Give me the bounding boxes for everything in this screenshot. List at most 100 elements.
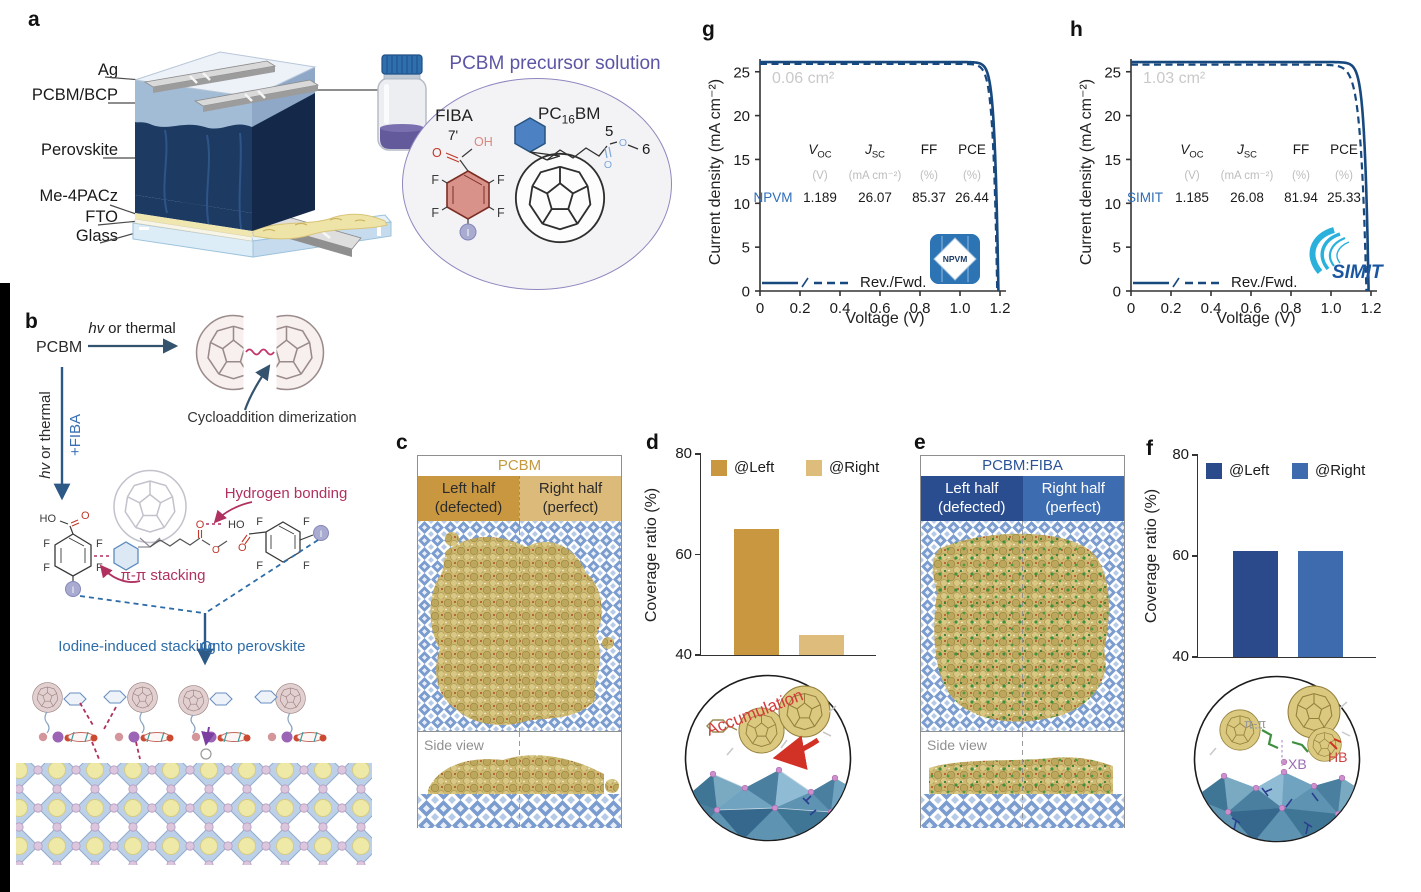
y-tick-mark: [1192, 555, 1198, 557]
c-left-l2: (defected): [434, 499, 503, 516]
panel-b-label: b: [25, 310, 38, 333]
x-tick-label: 0.2: [1161, 300, 1182, 317]
panel-c-label: c: [396, 431, 408, 454]
h-voc-sub: OC: [1189, 149, 1204, 161]
d-legend-right: @Right: [806, 459, 879, 476]
panel-d-label: d: [646, 431, 659, 454]
y-tick-label: 0: [742, 284, 750, 301]
y-tick-mark: [1192, 656, 1198, 658]
y-tick-label: 25: [1104, 64, 1121, 81]
g-voc-sym: V: [808, 142, 818, 157]
npvm-logo-text: NPVM: [943, 254, 968, 264]
g-device-name: NPVM: [753, 189, 793, 205]
c-film-blob: [430, 537, 602, 725]
f-plot-area: @Left @Right 40 60 80: [1172, 446, 1376, 665]
y-tick-label: 60: [675, 545, 692, 563]
h-voc-unit: (V): [1184, 169, 1200, 182]
pcbm-molecule-name: PC16BM: [538, 104, 600, 126]
y-tick-mark: [695, 453, 701, 455]
b-plus-fiba: +FIBA: [67, 414, 84, 456]
c-right-l1: Right half: [538, 480, 603, 497]
x-tick-label: 1.0: [1321, 300, 1342, 317]
perovskite-lattice: [16, 763, 372, 865]
y-tick-mark: [1192, 454, 1198, 456]
h-ff-unit: (%): [1292, 169, 1310, 182]
h-metrics-table: VOC JSC FF PCE (V) (mA cm⁻²) (%) (%) SIM…: [1122, 140, 1364, 207]
b-lf-f1: F: [43, 538, 50, 550]
hb-inset-label: HB: [1328, 749, 1347, 765]
fiba-f1: F: [431, 173, 439, 187]
interactions-inset: π-π XB HB: [1193, 675, 1361, 843]
y-tick-label: 40: [675, 646, 692, 663]
b-rf-f3: F: [256, 560, 263, 572]
hbond-arrow: [213, 501, 253, 524]
c-side-view-label: Side view: [424, 737, 485, 753]
pcbm-benzene-ring: [514, 117, 546, 153]
x-tick-label: 0.6: [1241, 300, 1262, 317]
b-lf-f3: F: [43, 562, 50, 574]
h-ylabel: Current density (mA cm⁻²): [1078, 78, 1095, 266]
panel-c-simulation: PCBM Left half (defected) Right half (pe…: [417, 455, 622, 828]
panel-e-simulation: PCBM:FIBA Left half (defected) Right hal…: [920, 455, 1125, 828]
fiba-name: FIBA: [435, 106, 473, 125]
c-top-view: [418, 521, 621, 731]
pipi-arrow: [99, 564, 141, 583]
panel-f-chart: Coverage ratio (%) @Left @Right 40 60 80: [1140, 440, 1385, 665]
fiba-7prime: 7': [448, 128, 458, 143]
b-onto-label: Onto perovskite: [200, 638, 305, 655]
xb-inset-label: XB: [1288, 756, 1307, 772]
b-hv-top: hv or thermal: [88, 320, 175, 337]
vial-icon: [377, 54, 427, 151]
b-center-benzene: [113, 541, 139, 571]
solution-molecules: O OH 7' F F F F I O O 5 6: [431, 117, 650, 244]
e-side-view: Side view: [921, 732, 1124, 828]
g-metrics-table: VOC JSC FF PCE (V) (mA cm⁻²) (%) (%) NPV…: [750, 140, 992, 207]
c-right-header: Right half (perfect): [519, 476, 621, 521]
h-jsc-sub: SC: [1243, 149, 1257, 161]
d-legend-right-swatch: [806, 459, 822, 476]
fullerene-dimer: [195, 314, 325, 411]
e-title: PCBM:FIBA: [982, 457, 1063, 474]
b-rf-f1: F: [256, 516, 263, 528]
h-jsc-value: 26.08: [1230, 189, 1264, 205]
h-pce-unit: (%): [1335, 169, 1353, 182]
g-voc-header: VOC: [796, 140, 844, 165]
me4pacz-layer-front: [135, 213, 252, 237]
h-voc-value: 1.185: [1175, 189, 1209, 205]
x-tick-label: 0.4: [830, 300, 851, 317]
x-tick-label: 0: [756, 300, 764, 317]
panel-b-scheme: PCBM hv or thermal Cycloaddition dimeriza…: [16, 314, 372, 865]
g-ff-value: 85.37: [912, 189, 946, 205]
b-pipi-label: π-π stacking: [121, 567, 206, 584]
panel-h: h Current density (mA cm⁻²) 0 0.2 0.4 0.6 0.…: [1060, 10, 1421, 340]
g-jsc-sub: SC: [871, 149, 885, 161]
b-rf-f4: F: [303, 560, 310, 572]
fiba-f2: F: [497, 173, 505, 187]
e-left-header: Left half (defected): [921, 476, 1023, 521]
dimer-bond-wave: [245, 348, 275, 356]
d-legend-left: @Left: [711, 459, 774, 476]
y-tick-label: 10: [733, 196, 750, 213]
f-legend-left-swatch: [1206, 462, 1222, 479]
e-right-l2: (perfect): [1045, 499, 1102, 516]
b-pcbm-text: PCBM: [36, 339, 82, 356]
e-side-view-wrap: Side view: [921, 731, 1124, 828]
g-jsc-value: 26.07: [858, 189, 892, 205]
b-hv-left-i: hv: [37, 461, 54, 478]
fto-layer: [134, 218, 253, 242]
interactions-molecules: [1209, 685, 1351, 766]
g-legend-text: Rev./Fwd.: [860, 274, 927, 291]
h-jsc-sym: J: [1237, 142, 1244, 157]
y-tick-label: 0: [1113, 284, 1121, 301]
h-device-name: SIMIT: [1127, 189, 1163, 205]
fiba-f3: F: [431, 206, 439, 220]
top-electrode-bars: [143, 60, 320, 112]
ester-o1: O: [604, 159, 612, 171]
c-right-l2: (perfect): [542, 499, 599, 516]
jv-curve-Rev.: [760, 60, 1000, 292]
pendant-benzenes: [63, 690, 278, 706]
panel-g-label: g: [702, 18, 715, 41]
h-pce-value: 25.33: [1327, 189, 1361, 205]
x-tick-label: 1.2: [990, 300, 1011, 317]
y-tick-mark: [695, 553, 701, 556]
